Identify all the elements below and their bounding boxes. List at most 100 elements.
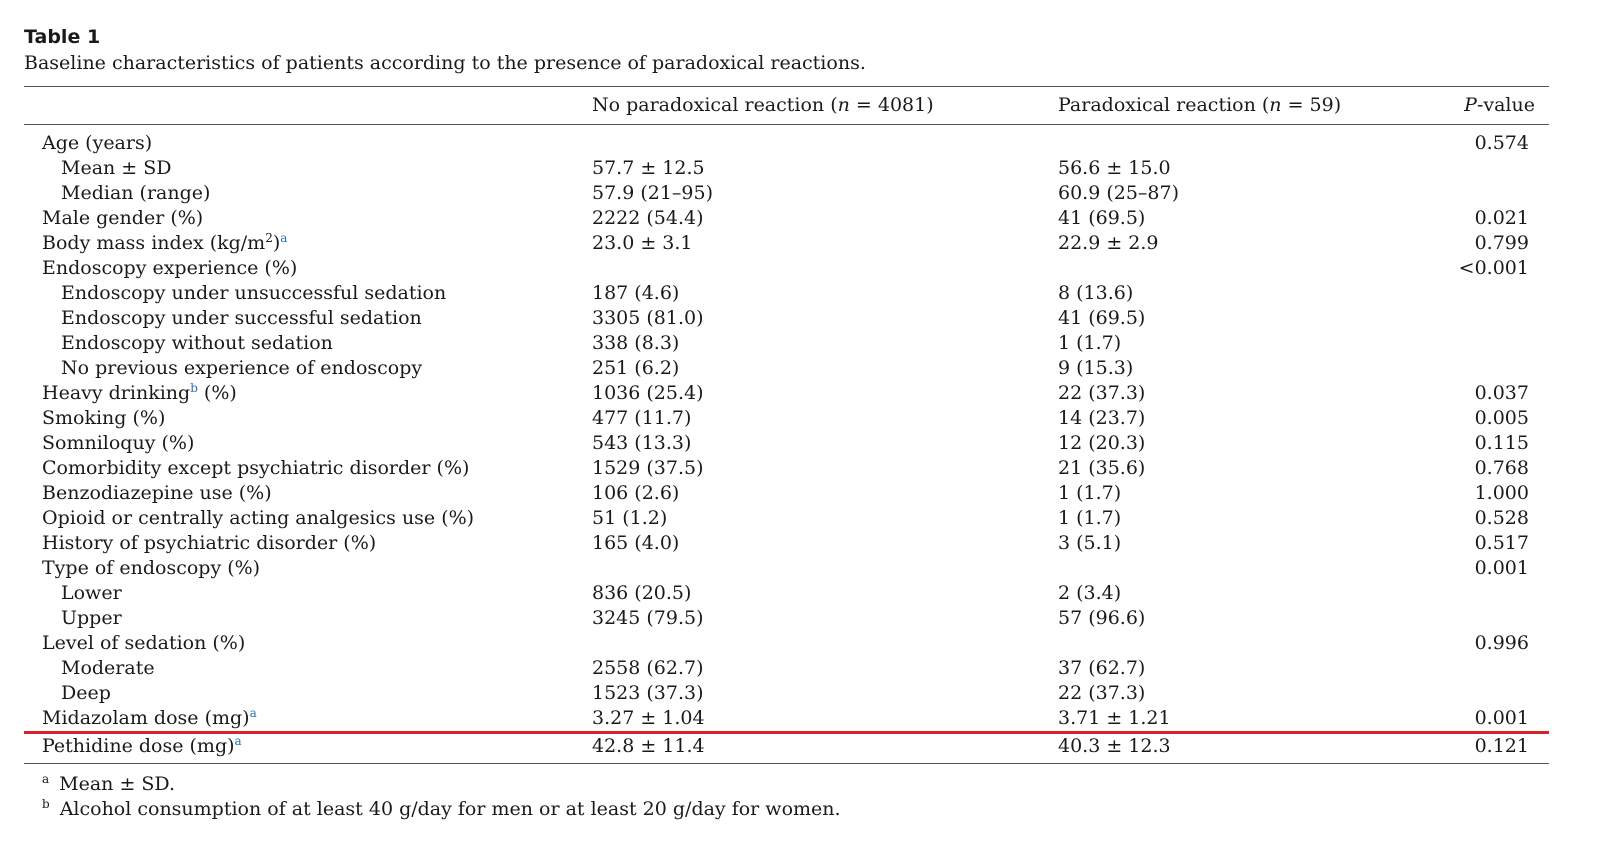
cell-p-value: 0.996 xyxy=(1474,632,1529,654)
cell-reaction: 37 (62.7) xyxy=(1058,657,1146,679)
cell-p-value: <0.001 xyxy=(1458,257,1529,279)
cell-p-value: 0.001 xyxy=(1394,706,1549,734)
cell-reaction: 40.3 ± 12.3 xyxy=(1058,732,1394,764)
cell-p-value xyxy=(1394,656,1549,681)
cell-no-reaction: 2222 (54.4) xyxy=(592,207,704,229)
baseline-table: No paradoxical reaction (n = 4081) Parad… xyxy=(24,86,1549,764)
row-label: Endoscopy experience (%) xyxy=(42,257,298,279)
cell-p-value: 0.799 xyxy=(1474,232,1529,254)
cell-no-reaction xyxy=(592,556,1058,581)
table-row: Median (range) 57.9 (21–95) 60.9 (25–87) xyxy=(24,181,1549,206)
table-row: No previous experience of endoscopy 251 (… xyxy=(24,356,1549,381)
table-row: Male gender (%) 2222 (54.4) 41 (69.5) 0.021 xyxy=(24,206,1549,231)
row-label: Upper xyxy=(61,607,122,629)
footnote-marker[interactable]: a xyxy=(249,706,257,720)
cell-no-reaction: 2558 (62.7) xyxy=(592,657,704,679)
cell-p-value: 0.121 xyxy=(1394,732,1549,764)
cell-p-value xyxy=(1394,181,1549,206)
header-row: No paradoxical reaction (n = 4081) Parad… xyxy=(24,86,1549,125)
cell-p-value: 0.021 xyxy=(1474,207,1529,229)
cell-reaction: 56.6 ± 15.0 xyxy=(1058,157,1171,179)
cell-p-value xyxy=(1394,331,1549,356)
row-label: Endoscopy under successful sedation xyxy=(61,307,422,329)
cell-reaction: 57 (96.6) xyxy=(1058,607,1146,629)
footnote-marker[interactable]: b xyxy=(190,381,198,395)
cell-no-reaction: 477 (11.7) xyxy=(592,407,692,429)
cell-reaction xyxy=(1058,256,1394,281)
footnote-marker[interactable]: a xyxy=(234,734,242,748)
footnote: a Mean ± SD. xyxy=(24,772,1549,797)
row-label: Endoscopy under unsuccessful sedation xyxy=(61,282,447,304)
table-row: Somniloquy (%) 543 (13.3) 12 (20.3) 0.115 xyxy=(24,431,1549,456)
row-label: Median (range) xyxy=(61,182,211,204)
cell-p-value: 0.037 xyxy=(1474,382,1529,404)
footnote-text: Mean ± SD. xyxy=(59,773,176,795)
row-label: Comorbidity except psychiatric disorder … xyxy=(42,457,470,479)
cell-reaction: 60.9 (25–87) xyxy=(1058,182,1180,204)
cell-reaction: 22.9 ± 2.9 xyxy=(1058,232,1159,254)
cell-reaction: 3.71 ± 1.21 xyxy=(1058,706,1394,734)
cell-p-value xyxy=(1394,581,1549,606)
row-label: Age (years) xyxy=(42,132,153,154)
cell-no-reaction: 106 (2.6) xyxy=(592,482,680,504)
header-no-reaction: No paradoxical reaction (n = 4081) xyxy=(592,86,1058,125)
footnote-mark: b xyxy=(42,797,50,811)
row-label: Body mass index (kg/m2)a xyxy=(42,231,288,254)
cell-p-value: 1.000 xyxy=(1474,482,1529,504)
cell-reaction: 21 (35.6) xyxy=(1058,457,1146,479)
cell-p-value: 0.574 xyxy=(1474,132,1529,154)
footnote: b Alcohol consumption of at least 40 g/da… xyxy=(24,797,1549,822)
table-caption: Baseline characteristics of patients acc… xyxy=(24,52,866,74)
cell-no-reaction xyxy=(592,631,1058,656)
row-label: History of psychiatric disorder (%) xyxy=(42,532,377,554)
table-row: Age (years) 0.574 xyxy=(24,125,1549,157)
cell-no-reaction: 3245 (79.5) xyxy=(592,607,704,629)
row-label: Moderate xyxy=(61,657,155,679)
cell-no-reaction: 836 (20.5) xyxy=(592,582,692,604)
footnotes: a Mean ± SD. b Alcohol consumption of at le… xyxy=(24,772,1549,822)
cell-no-reaction: 3.27 ± 1.04 xyxy=(592,706,1058,734)
table-row: History of psychiatric disorder (%) 165 (… xyxy=(24,531,1549,556)
cell-p-value: 0.528 xyxy=(1474,507,1529,529)
table-row: Benzodiazepine use (%) 106 (2.6) 1 (1.7) 1.… xyxy=(24,481,1549,506)
cell-reaction: 1 (1.7) xyxy=(1058,507,1122,529)
row-label: Pethidine dose (mg)a xyxy=(24,732,592,764)
row-label: Opioid or centrally acting analgesics us… xyxy=(42,507,475,529)
cell-no-reaction xyxy=(592,256,1058,281)
cell-p-value xyxy=(1394,356,1549,381)
footnote-marker[interactable]: a xyxy=(280,231,288,245)
cell-no-reaction: 543 (13.3) xyxy=(592,432,692,454)
cell-p-value xyxy=(1394,281,1549,306)
cell-reaction: 1 (1.7) xyxy=(1058,482,1122,504)
cell-reaction xyxy=(1058,556,1394,581)
cell-no-reaction: 187 (4.6) xyxy=(592,282,680,304)
table-number: Table 1 xyxy=(24,26,101,48)
table-body: Age (years) 0.574 Mean ± SD 57.7 ± 12.5 56.6… xyxy=(24,125,1549,764)
table-row: Mean ± SD 57.7 ± 12.5 56.6 ± 15.0 xyxy=(24,156,1549,181)
cell-no-reaction: 1036 (25.4) xyxy=(592,382,704,404)
table-row: Deep 1523 (37.3) 22 (37.3) xyxy=(24,681,1549,706)
table-row: Type of endoscopy (%) 0.001 xyxy=(24,556,1549,581)
table-row: Endoscopy under unsuccessful sedation 187… xyxy=(24,281,1549,306)
cell-no-reaction: 42.8 ± 11.4 xyxy=(592,732,1058,764)
footnote-text: Alcohol consumption of at least 40 g/day… xyxy=(59,798,841,820)
cell-reaction: 3 (5.1) xyxy=(1058,532,1122,554)
header-label xyxy=(24,86,592,125)
cell-no-reaction: 3305 (81.0) xyxy=(592,307,704,329)
row-label: Level of sedation (%) xyxy=(42,632,246,654)
cell-reaction: 1 (1.7) xyxy=(1058,332,1122,354)
cell-no-reaction: 165 (4.0) xyxy=(592,532,680,554)
cell-no-reaction: 1523 (37.3) xyxy=(592,682,704,704)
row-label: Lower xyxy=(61,582,122,604)
unit-superscript: 2 xyxy=(265,231,273,245)
cell-reaction: 41 (69.5) xyxy=(1058,307,1146,329)
table-row: Moderate 2558 (62.7) 37 (62.7) xyxy=(24,656,1549,681)
table-row: Heavy drinkingb (%) 1036 (25.4) 22 (37.3) 0… xyxy=(24,381,1549,406)
cell-p-value: 0.115 xyxy=(1474,432,1529,454)
cell-reaction: 2 (3.4) xyxy=(1058,582,1122,604)
row-label: Deep xyxy=(61,682,111,704)
cell-p-value: 0.768 xyxy=(1474,457,1529,479)
cell-reaction: 22 (37.3) xyxy=(1058,382,1146,404)
table-row: Smoking (%) 477 (11.7) 14 (23.7) 0.005 xyxy=(24,406,1549,431)
cell-no-reaction xyxy=(592,125,1058,157)
